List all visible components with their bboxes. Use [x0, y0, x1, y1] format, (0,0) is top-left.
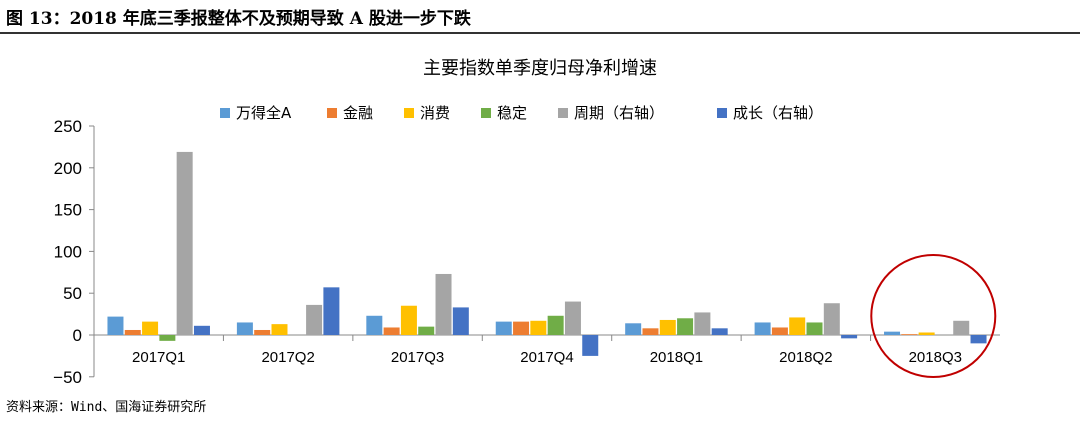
bar — [918, 332, 935, 335]
y-tick-label: 150 — [54, 201, 82, 220]
bar — [659, 319, 676, 335]
category-label: 2017Q3 — [391, 349, 444, 366]
category-label: 2018Q1 — [650, 349, 703, 366]
y-tick-label: 100 — [54, 242, 82, 261]
source-note: 资料来源：Wind、国海证券研究所 — [6, 400, 207, 415]
bars — [107, 151, 987, 356]
category-label: 2017Q4 — [520, 349, 573, 366]
bar — [625, 323, 642, 335]
legend-swatch — [404, 108, 414, 118]
figure-title: 图 13：2018 年底三季报整体不及预期导致 A 股进一步下跌 — [6, 9, 471, 29]
y-axis: −50 0 50 100 150 200 250 — [53, 117, 95, 387]
chart-title: 主要指数单季度归母净利增速 — [423, 58, 657, 79]
category-label: 2017Q2 — [261, 349, 314, 366]
bar — [823, 303, 840, 335]
bar — [124, 329, 141, 335]
bar — [323, 287, 340, 335]
bar — [530, 320, 547, 335]
bar — [176, 151, 193, 335]
bar — [400, 305, 417, 335]
bar — [754, 322, 771, 335]
bar — [418, 326, 435, 335]
bar — [254, 329, 271, 335]
legend-swatch — [220, 108, 230, 118]
legend-label: 成长（右轴） — [733, 104, 823, 122]
bar — [236, 322, 253, 335]
bar — [306, 304, 323, 335]
bar — [452, 307, 469, 335]
bar — [107, 316, 124, 335]
bar — [582, 335, 599, 356]
bar — [771, 327, 788, 335]
legend-label: 万得全A — [236, 104, 292, 122]
bar — [564, 301, 581, 335]
legend-label: 稳定 — [497, 104, 527, 122]
bar — [435, 273, 452, 335]
y-tick-label: 200 — [54, 159, 82, 178]
bar-chart: 主要指数单季度归母净利增速 万得全A 金融 消费 稳定 周期（右轴） 成长（右轴） −50… — [53, 58, 1000, 387]
bar — [642, 328, 659, 335]
bar — [901, 334, 918, 335]
category-label: 2018Q3 — [909, 349, 962, 366]
y-tick-label: 0 — [73, 326, 82, 345]
bar — [142, 321, 159, 335]
bar — [711, 328, 728, 335]
annotation — [870, 254, 997, 378]
legend-label: 金融 — [343, 104, 373, 122]
bar — [841, 335, 858, 339]
legend-swatch — [717, 108, 727, 118]
bar — [366, 315, 383, 335]
legend-label: 周期（右轴） — [574, 104, 664, 122]
bar — [970, 335, 987, 344]
bar — [271, 324, 288, 335]
bar — [383, 327, 400, 335]
y-tick-label: 250 — [54, 117, 82, 136]
bar — [677, 318, 694, 335]
bar — [193, 325, 210, 335]
bar — [159, 335, 176, 341]
bar — [513, 321, 530, 335]
title-divider — [0, 32, 1080, 34]
bar — [953, 320, 970, 335]
category-label: 2018Q2 — [779, 349, 832, 366]
legend-swatch — [481, 108, 491, 118]
legend-swatch — [558, 108, 568, 118]
legend-label: 消费 — [420, 104, 450, 122]
bar — [806, 322, 823, 335]
bar — [789, 317, 806, 335]
bar — [495, 321, 512, 335]
x-axis: 2017Q1 2017Q2 2017Q3 2017Q4 2018Q1 2018Q2 2018… — [94, 334, 1000, 366]
bar — [547, 315, 564, 335]
legend: 万得全A 金融 消费 稳定 周期（右轴） 成长（右轴） — [220, 104, 823, 122]
highlight-circle — [870, 254, 997, 378]
y-tick-label: −50 — [53, 368, 82, 387]
bar — [694, 312, 711, 335]
legend-swatch — [327, 108, 337, 118]
category-label: 2017Q1 — [132, 349, 185, 366]
y-tick-label: 50 — [63, 284, 82, 303]
bar — [884, 331, 901, 335]
